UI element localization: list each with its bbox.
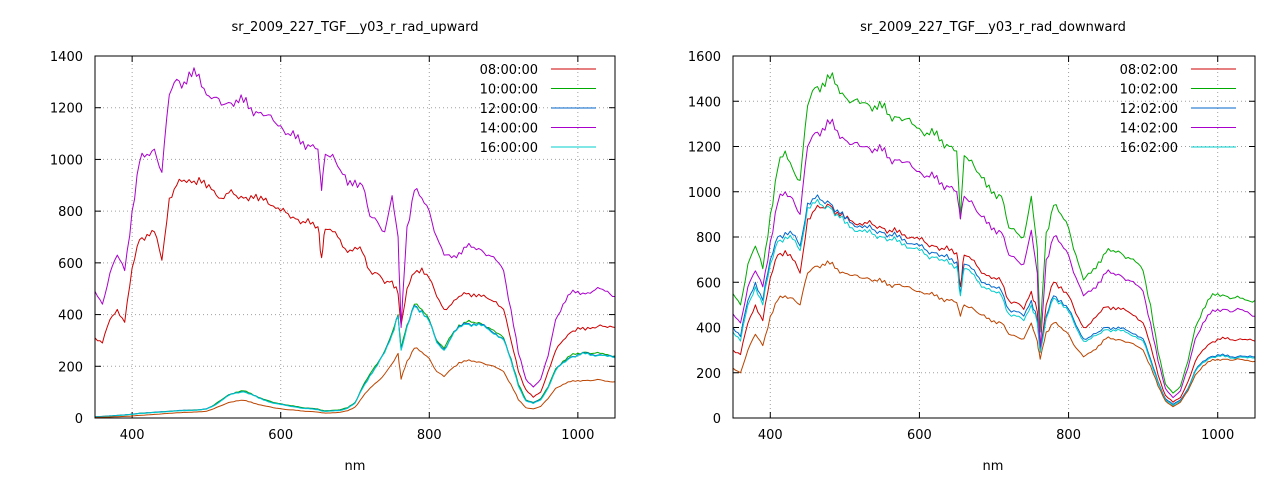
legend-label: 14:00:00 (480, 122, 538, 137)
series-line (733, 118, 1255, 399)
series-line (95, 177, 615, 398)
y-tick-label: 600 (696, 276, 721, 291)
y-tick-label: 400 (696, 322, 721, 337)
legend-label: 16:02:00 (1120, 141, 1178, 156)
legend-label: 08:02:00 (1120, 63, 1178, 78)
y-tick-label: 1400 (688, 95, 721, 110)
y-tick-label: 1000 (688, 186, 721, 201)
series-line (733, 72, 1255, 394)
x-tick-label: 400 (120, 428, 145, 443)
series-line (95, 67, 615, 388)
x-tick-label: 400 (758, 428, 783, 443)
x-tick-label: 600 (268, 428, 293, 443)
y-tick-label: 0 (75, 412, 83, 427)
y-tick-label: 0 (713, 412, 721, 427)
chart-downward: sr_2009_227_TGF__y03_r_rad_downward nm 0… (688, 20, 1256, 474)
x-tick-label: 600 (907, 428, 932, 443)
x-tick-label: 800 (417, 428, 442, 443)
y-tick-label: 200 (696, 367, 721, 382)
x-tick-label: 800 (1056, 428, 1081, 443)
x-tick-label: 1000 (1201, 428, 1234, 443)
series-line (95, 347, 615, 418)
legend-label: 10:02:00 (1120, 83, 1178, 98)
legend-label: 14:02:00 (1120, 122, 1178, 137)
plot-frame (94, 55, 616, 419)
y-tick-label: 600 (58, 257, 83, 272)
y-tick-label: 800 (58, 205, 83, 220)
y-tick-label: 1200 (688, 141, 721, 156)
series-line (733, 260, 1255, 408)
y-tick-label: 1000 (50, 153, 83, 168)
x-tick-label: 1000 (561, 428, 594, 443)
series-line (95, 303, 615, 418)
legend-label: 16:00:00 (480, 141, 538, 156)
y-tick-label: 1400 (50, 50, 83, 65)
y-tick-label: 1600 (688, 50, 721, 65)
x-axis-label: nm (345, 459, 366, 474)
y-tick-label: 200 (58, 360, 83, 375)
legend-label: 12:02:00 (1120, 102, 1178, 117)
series-line (733, 198, 1255, 407)
chart-title: sr_2009_227_TGF__y03_r_rad_downward (860, 20, 1126, 35)
legend-label: 10:00:00 (480, 83, 538, 98)
series-line (733, 203, 1255, 403)
series-line (95, 305, 615, 418)
y-tick-label: 1200 (50, 102, 83, 117)
chart-upward: sr_2009_227_TGF__y03_r_rad_upward nm 0 20… (50, 20, 616, 474)
plot-frame (732, 55, 1256, 419)
series-line (95, 305, 615, 418)
chart-title: sr_2009_227_TGF__y03_r_rad_upward (231, 20, 478, 35)
y-tick-label: 400 (58, 309, 83, 324)
y-tick-label: 800 (696, 231, 721, 246)
legend-label: 12:00:00 (480, 102, 538, 117)
legend-label: 08:00:00 (480, 63, 538, 78)
x-axis-label: nm (983, 459, 1004, 474)
